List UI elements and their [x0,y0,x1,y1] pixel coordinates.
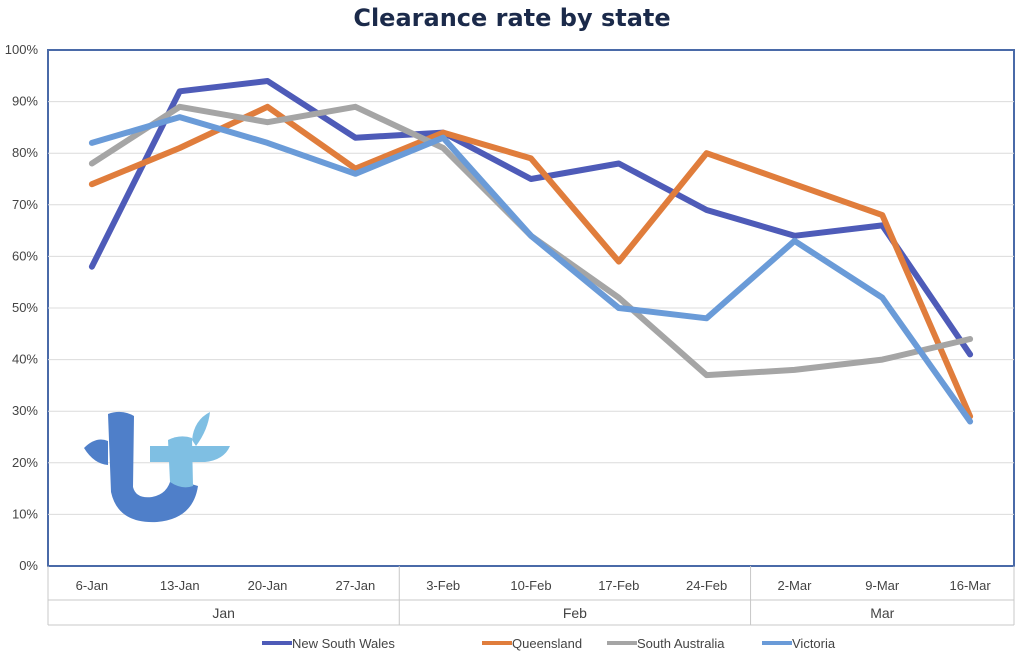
y-axis-ticks: 0% 10% 20% 30% 40% 50% 60% 70% 80% 90% 100% [5,42,39,573]
x-tick-label: 3-Feb [426,578,460,593]
y-tick-label: 10% [12,506,38,521]
y-tick-label: 40% [12,352,38,367]
legend-label: Victoria [792,636,836,651]
x-tick-label: 13-Jan [160,578,200,593]
x-tick-label: 2-Mar [777,578,812,593]
legend-label: New South Wales [292,636,395,651]
x-tick-label: 27-Jan [335,578,375,593]
tt-logo-icon [84,411,230,523]
y-tick-label: 50% [12,300,38,315]
series-line-victoria [88,114,974,425]
x-tick-label: 20-Jan [248,578,288,593]
x-tick-label: 10-Feb [510,578,551,593]
y-tick-label: 80% [12,145,38,160]
y-tick-label: 90% [12,94,38,109]
x-tick-label: 24-Feb [686,578,727,593]
x-axis: 6-Jan 13-Jan 20-Jan 27-Jan 3-Feb 10-Feb 17-Feb… [47,566,1015,626]
y-tick-label: 100% [5,42,39,57]
y-tick-label: 60% [12,248,38,263]
series-lines [88,78,974,425]
legend-label: South Australia [637,636,725,651]
x-tick-label: 17-Feb [598,578,639,593]
chart-title: Clearance rate by state [353,4,670,32]
month-label: Jan [212,605,235,621]
series-line-new-south-wales [88,78,974,358]
y-tick-label: 0% [19,558,38,573]
legend: New South Wales Queensland South Australia… [262,636,836,651]
legend-label: Queensland [512,636,582,651]
x-tick-label: 9-Mar [865,578,900,593]
x-tick-label: 6-Jan [76,578,109,593]
month-label: Feb [563,605,587,621]
y-tick-label: 30% [12,403,38,418]
x-tick-label: 16-Mar [949,578,991,593]
y-tick-label: 70% [12,197,38,212]
month-label: Mar [870,605,894,621]
y-tick-label: 20% [12,455,38,470]
series-line-queensland [88,103,974,420]
